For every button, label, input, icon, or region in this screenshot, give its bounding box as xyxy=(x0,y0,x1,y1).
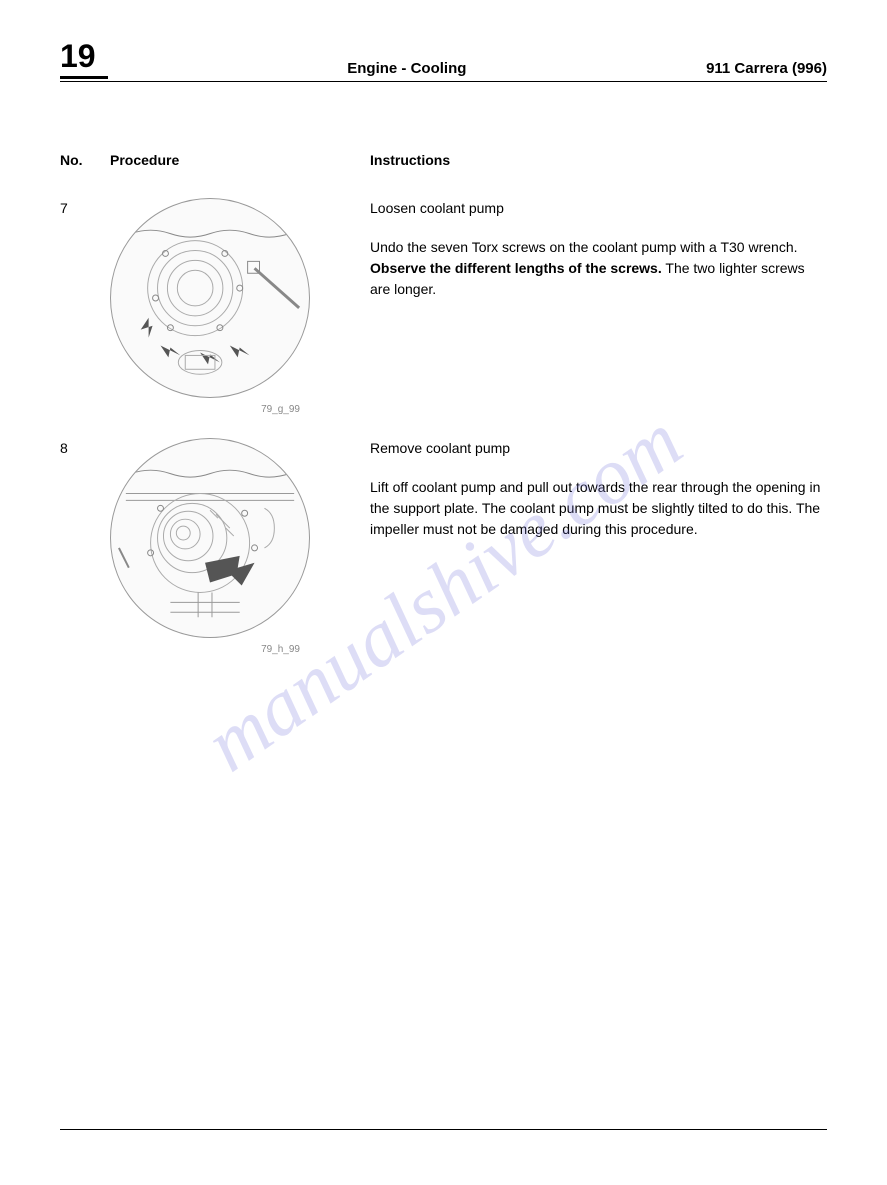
step-title: Remove coolant pump xyxy=(370,438,827,459)
column-procedure-label: Procedure xyxy=(110,152,370,168)
pump-loosen-diagram xyxy=(111,199,309,397)
diagram-circle-icon xyxy=(110,198,310,398)
diagram-caption: 79_h_99 xyxy=(110,644,330,655)
step-title: Loosen coolant pump xyxy=(370,198,827,219)
step-instructions: Remove coolant pump Lift off coolant pum… xyxy=(370,438,827,658)
step-number: 8 xyxy=(60,438,110,658)
diagram-caption: 79_g_99 xyxy=(110,404,330,415)
body-text-bold: Observe the different lengths of the scr… xyxy=(370,260,662,276)
page-header: 19 Engine - Cooling 911 Carrera (996) xyxy=(60,40,827,82)
step-instructions: Loosen coolant pump Undo the seven Torx … xyxy=(370,198,827,418)
step-body: Lift off coolant pump and pull out towar… xyxy=(370,477,827,540)
step-diagram-container: 79_h_99 xyxy=(110,438,370,658)
column-instructions-label: Instructions xyxy=(370,152,450,168)
step-diagram-container: 79_g_99 xyxy=(110,198,370,418)
section-title: Engine - Cooling xyxy=(108,60,706,79)
diagram-circle-icon xyxy=(110,438,310,638)
page-number: 19 xyxy=(60,40,108,79)
model-name: 911 Carrera (996) xyxy=(706,60,827,79)
footer-divider xyxy=(60,1129,827,1130)
column-no-label: No. xyxy=(60,152,110,168)
pump-remove-diagram xyxy=(111,439,309,637)
step-number: 7 xyxy=(60,198,110,418)
body-text: Lift off coolant pump and pull out towar… xyxy=(370,479,820,537)
step-row: 8 xyxy=(60,438,827,658)
step-row: 7 xyxy=(60,198,827,418)
body-text: Undo the seven Torx screws on the coolan… xyxy=(370,239,798,255)
column-headers: No. Procedure Instructions xyxy=(60,152,827,168)
step-body: Undo the seven Torx screws on the coolan… xyxy=(370,237,827,300)
